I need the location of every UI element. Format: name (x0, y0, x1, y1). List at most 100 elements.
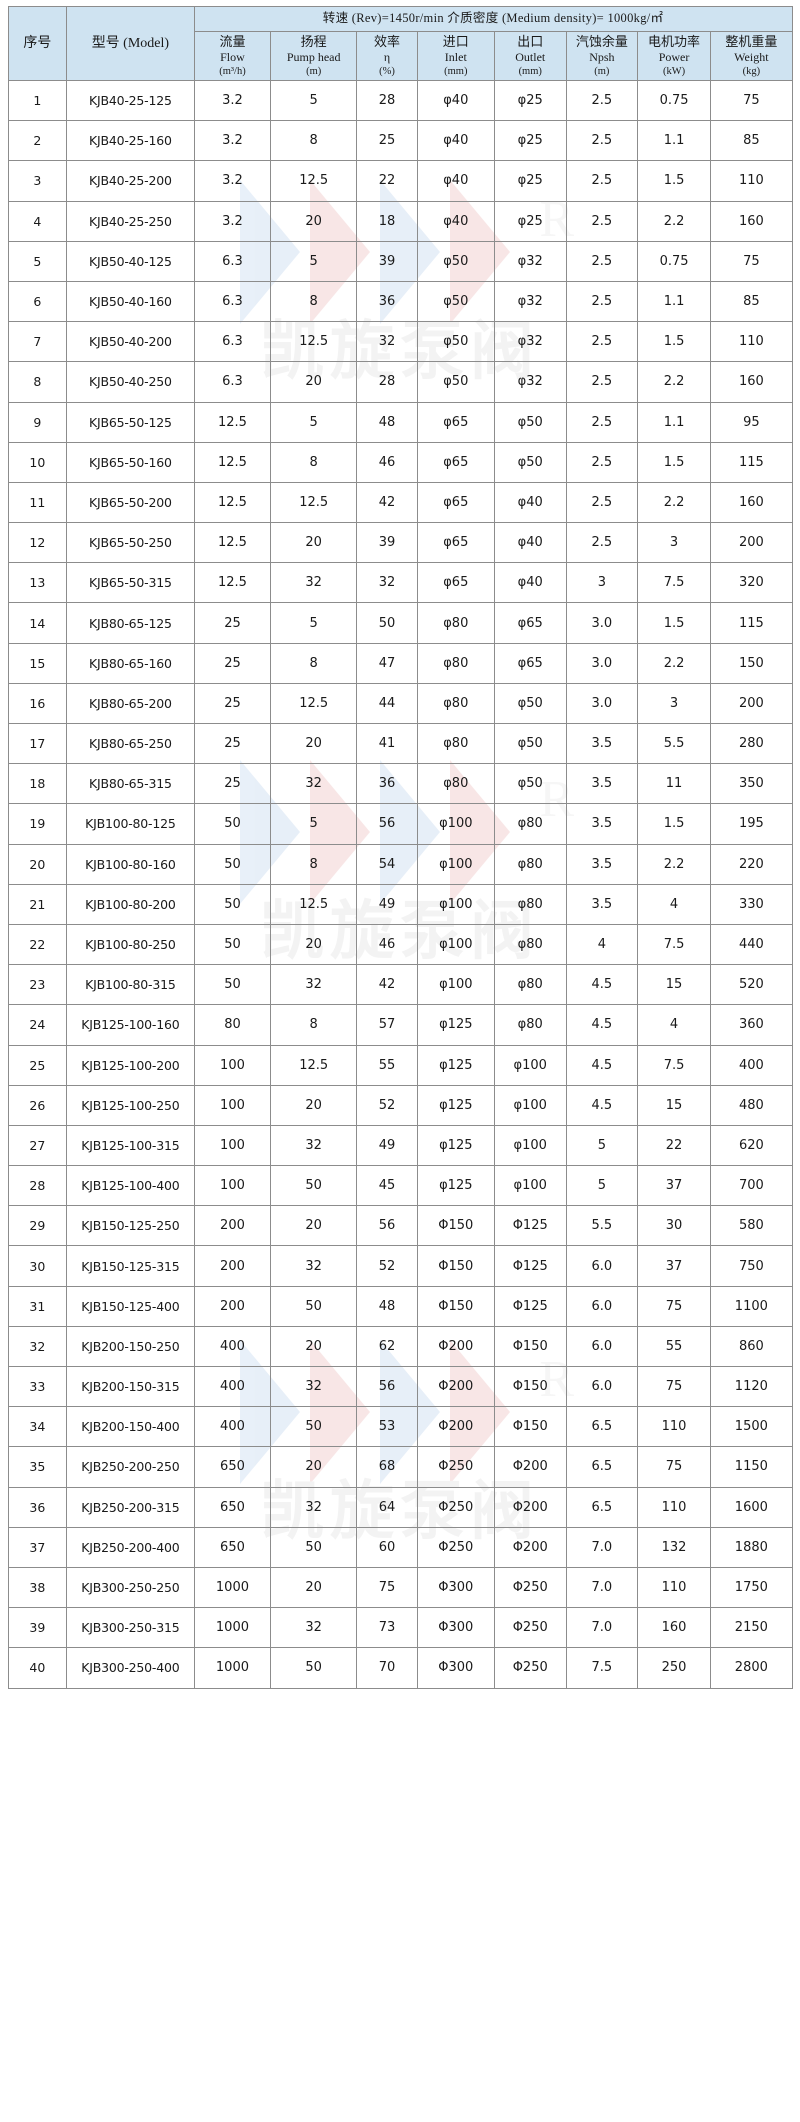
cell-npsh: 2.5 (565, 280, 638, 323)
cell-npsh: 5.5 (565, 1205, 638, 1247)
table-row: 16 KJB80-65-200 25 12.5 44 φ80 φ50 3.0 3 200 (7, 682, 793, 725)
cell-serial-number: 7 (7, 321, 68, 363)
cell-power: 3 (636, 682, 712, 725)
cell-power: 37 (636, 1245, 712, 1287)
cell-npsh: 6.0 (565, 1285, 638, 1327)
cell-pump-head: 20 (270, 1566, 358, 1609)
table-row: 10 KJB65-50-160 12.5 8 46 φ65 φ50 2.5 1.5 115 (7, 441, 793, 483)
header-flow: 流量 Flow (m³/h) (193, 31, 272, 81)
cell-efficiency: 45 (356, 1165, 418, 1207)
cell-outlet: φ100 (493, 1124, 567, 1167)
cell-flow: 50 (193, 803, 272, 845)
cell-flow: 50 (193, 843, 272, 885)
cell-weight: 1600 (710, 1486, 793, 1528)
cell-inlet: φ80 (416, 602, 495, 644)
table-row: 2 KJB40-25-160 3.2 8 25 φ40 φ25 2.5 1.1 85 (7, 120, 793, 162)
cell-outlet: φ32 (493, 240, 567, 282)
cell-flow: 25 (193, 642, 272, 684)
cell-model: KJB300-250-315 (66, 1607, 195, 1649)
cell-outlet: φ50 (493, 682, 567, 725)
header-weight-cn: 整机重量 (725, 33, 778, 49)
cell-weight: 85 (710, 280, 793, 323)
cell-pump-head: 20 (270, 1325, 358, 1368)
cell-flow: 50 (193, 964, 272, 1006)
cell-power: 1.5 (636, 321, 712, 363)
cell-outlet: φ32 (493, 361, 567, 403)
cell-weight: 200 (710, 522, 793, 564)
cell-npsh: 2.5 (565, 522, 638, 564)
cell-model: KJB65-50-315 (66, 562, 195, 604)
cell-inlet: Φ250 (416, 1526, 495, 1568)
cell-outlet: Φ250 (493, 1566, 567, 1609)
cell-power: 5.5 (636, 722, 712, 765)
cell-serial-number: 14 (7, 602, 68, 644)
cell-power: 0.75 (636, 240, 712, 282)
cell-inlet: φ65 (416, 522, 495, 564)
cell-efficiency: 46 (356, 923, 418, 966)
cell-outlet: Φ125 (493, 1205, 567, 1247)
cell-model: KJB50-40-200 (66, 321, 195, 363)
cell-weight: 280 (710, 722, 793, 765)
cell-inlet: φ40 (416, 200, 495, 242)
cell-npsh: 4.5 (565, 964, 638, 1006)
cell-efficiency: 47 (356, 642, 418, 684)
cell-inlet: φ80 (416, 642, 495, 684)
header-inlet-en: Inlet (444, 50, 467, 65)
cell-flow: 200 (193, 1245, 272, 1287)
cell-efficiency: 49 (356, 1124, 418, 1167)
cell-efficiency: 28 (356, 79, 418, 122)
cell-serial-number: 8 (7, 361, 68, 403)
cell-weight: 1750 (710, 1566, 793, 1609)
cell-flow: 400 (193, 1325, 272, 1368)
cell-power: 7.5 (636, 1044, 712, 1086)
cell-npsh: 5 (565, 1124, 638, 1167)
cell-pump-head: 12.5 (270, 883, 358, 925)
cell-serial-number: 38 (7, 1566, 68, 1609)
header-power-unit: (kW) (662, 66, 686, 78)
cell-efficiency: 54 (356, 843, 418, 885)
table-row: 34 KJB200-150-400 400 50 53 Φ200 Φ150 6.5 110 150… (7, 1406, 793, 1448)
header-model: 型号 (Model) (66, 6, 195, 81)
cell-npsh: 2.5 (565, 361, 638, 403)
cell-npsh: 2.5 (565, 200, 638, 242)
cell-efficiency: 56 (356, 1205, 418, 1247)
table-row: 29 KJB150-125-250 200 20 56 Φ150 Φ125 5.5 30 580 (7, 1205, 793, 1247)
cell-efficiency: 55 (356, 1044, 418, 1086)
cell-serial-number: 10 (7, 441, 68, 483)
cell-flow: 12.5 (193, 441, 272, 483)
cell-efficiency: 32 (356, 562, 418, 604)
cell-outlet: φ25 (493, 160, 567, 202)
cell-pump-head: 50 (270, 1647, 358, 1689)
header-power: 电机功率 Power (kW) (636, 31, 712, 81)
cell-pump-head: 32 (270, 763, 358, 805)
cell-power: 1.5 (636, 441, 712, 483)
cell-outlet: Φ150 (493, 1365, 567, 1408)
cell-pump-head: 8 (270, 843, 358, 885)
cell-power: 1.5 (636, 160, 712, 202)
header-efficiency-unit: (%) (379, 66, 395, 78)
cell-weight: 1880 (710, 1526, 793, 1568)
cell-outlet: Φ250 (493, 1607, 567, 1649)
cell-pump-head: 5 (270, 79, 358, 122)
cell-power: 132 (636, 1526, 712, 1568)
cell-outlet: φ50 (493, 722, 567, 765)
header-weight-en: Weight (734, 50, 769, 65)
cell-serial-number: 2 (7, 120, 68, 162)
cell-inlet: φ100 (416, 964, 495, 1006)
cell-flow: 12.5 (193, 401, 272, 443)
cell-efficiency: 56 (356, 803, 418, 845)
cell-serial-number: 32 (7, 1325, 68, 1368)
cell-npsh: 6.0 (565, 1245, 638, 1287)
cell-flow: 3.2 (193, 160, 272, 202)
cell-npsh: 3 (565, 562, 638, 604)
cell-npsh: 6.0 (565, 1365, 638, 1408)
table-row: 28 KJB125-100-400 100 50 45 φ125 φ100 5 37 700 (7, 1165, 793, 1207)
cell-inlet: Φ250 (416, 1446, 495, 1488)
cell-pump-head: 32 (270, 1245, 358, 1287)
cell-npsh: 3.0 (565, 642, 638, 684)
header-outlet-cn: 出口 (517, 33, 544, 49)
cell-flow: 25 (193, 763, 272, 805)
cell-inlet: Φ200 (416, 1325, 495, 1368)
cell-flow: 25 (193, 722, 272, 765)
cell-flow: 650 (193, 1486, 272, 1528)
